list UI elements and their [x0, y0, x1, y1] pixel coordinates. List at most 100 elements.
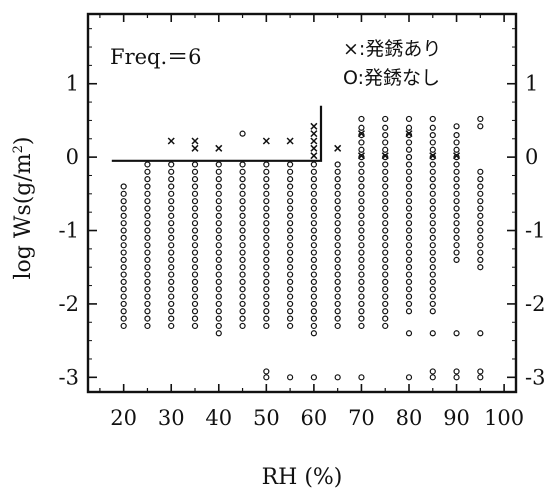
no-rust-point [477, 220, 484, 227]
no-rust-point [310, 234, 317, 241]
no-rust-point [263, 264, 270, 271]
no-rust-point [120, 227, 127, 234]
no-rust-point [239, 168, 246, 175]
no-rust-point [358, 220, 365, 227]
no-rust-point [334, 264, 341, 271]
no-rust-point [429, 286, 436, 293]
no-rust-point [382, 256, 389, 263]
no-rust-point [120, 322, 127, 330]
no-rust-point [310, 249, 317, 256]
no-rust-point [405, 146, 413, 153]
no-rust-point [382, 322, 389, 330]
no-rust-point [263, 183, 270, 190]
no-rust-point [120, 271, 127, 278]
no-rust-point [382, 190, 389, 197]
rust-point-stroke [357, 130, 365, 138]
no-rust-point [215, 278, 222, 286]
no-rust-point [310, 256, 317, 263]
no-rust-point [405, 278, 413, 286]
no-rust-point [287, 315, 294, 322]
no-rust-point [287, 242, 294, 249]
no-rust-point [215, 212, 222, 219]
no-rust-point [429, 212, 436, 219]
no-rust-point [453, 176, 460, 183]
no-rust-point [429, 249, 436, 256]
no-rust-point [453, 123, 460, 130]
no-rust-point [334, 220, 341, 227]
no-rust-point [382, 132, 389, 139]
no-rust-point [429, 227, 436, 234]
no-rust-point [120, 190, 127, 197]
legend-rust-label: ×:発銹あり [343, 38, 441, 60]
no-rust-point [429, 278, 436, 286]
rust-point [405, 130, 413, 138]
no-rust-point [144, 256, 151, 263]
no-rust-point [144, 234, 151, 241]
no-rust-point [477, 330, 484, 337]
no-rust-point [144, 205, 151, 212]
no-rust-point [477, 249, 484, 256]
rust-point [191, 137, 199, 145]
no-rust-point [239, 130, 246, 137]
no-rust-point [215, 168, 222, 175]
no-rust-point [382, 220, 389, 227]
no-rust-point [358, 300, 365, 308]
no-rust-point [382, 227, 389, 234]
no-rust-point [191, 183, 199, 190]
axis-ticks [88, 14, 516, 392]
no-rust-point [263, 220, 270, 227]
rust-point-stroke [215, 144, 223, 152]
y-axis-label-main: log Ws(g/m [11, 153, 36, 279]
no-rust-point [382, 249, 389, 256]
no-rust-point [263, 286, 270, 293]
no-rust-point [334, 293, 341, 300]
no-rust-point [263, 190, 270, 197]
no-rust-point [405, 115, 413, 123]
no-rust-point [405, 161, 413, 168]
no-rust-point [263, 271, 270, 278]
no-rust-point [310, 212, 317, 219]
no-rust-point [239, 176, 246, 183]
rust-point-stroke [357, 152, 365, 160]
no-rust-point [358, 205, 365, 212]
no-rust-point [453, 161, 460, 168]
no-rust-point [453, 256, 460, 263]
no-rust-point [191, 264, 199, 271]
no-rust-point [429, 139, 436, 146]
rust-point [310, 137, 318, 145]
no-rust-point [120, 300, 127, 308]
no-rust-point [382, 198, 389, 205]
no-rust-point [168, 176, 175, 183]
no-rust-point [239, 264, 246, 271]
no-rust-point [263, 205, 270, 212]
no-rust-point [310, 183, 317, 190]
no-rust-point [405, 168, 413, 175]
no-rust-point [382, 242, 389, 249]
no-rust-point [382, 286, 389, 293]
x-tick-label: 80 [396, 406, 423, 430]
no-rust-point [263, 176, 270, 183]
no-rust-point [215, 198, 222, 205]
no-rust-point [453, 205, 460, 212]
no-rust-point [168, 278, 175, 286]
no-rust-point [405, 220, 413, 227]
no-rust-point [215, 161, 222, 168]
no-rust-point [144, 264, 151, 271]
no-rust-point [453, 368, 460, 375]
no-rust-point [382, 212, 389, 219]
no-rust-point [334, 183, 341, 190]
no-rust-point [263, 256, 270, 263]
no-rust-point [382, 168, 389, 175]
rust-point-stroke [191, 137, 199, 145]
no-rust-point [263, 300, 270, 308]
no-rust-point [287, 234, 294, 241]
no-rust-point [191, 234, 199, 241]
no-rust-point [405, 227, 413, 234]
no-rust-point [382, 271, 389, 278]
no-rust-point [287, 322, 294, 330]
no-rust-point [239, 293, 246, 300]
no-rust-point [144, 249, 151, 256]
no-rust-point [120, 234, 127, 241]
no-rust-point [358, 198, 365, 205]
